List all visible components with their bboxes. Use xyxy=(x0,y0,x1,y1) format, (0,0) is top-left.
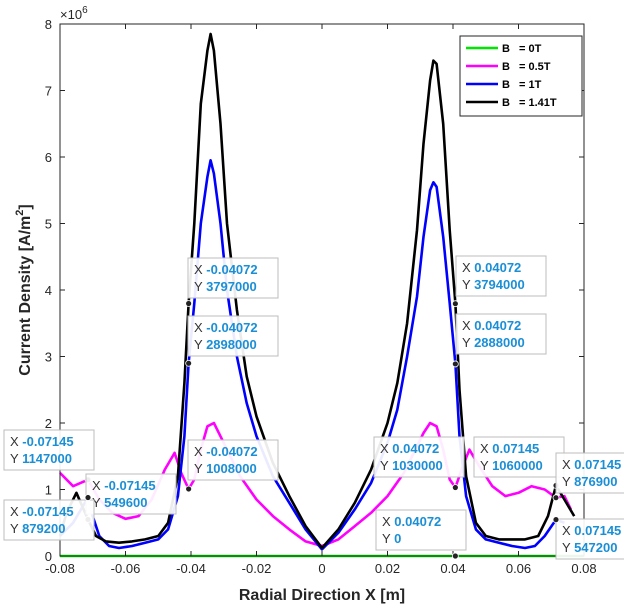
datatip-marker xyxy=(185,485,193,493)
legend-entry: B = 1.41T xyxy=(502,97,557,109)
datatip-y: Y 547200 xyxy=(562,540,617,555)
datatip: X 0.04072 Y 1030000 xyxy=(373,436,465,491)
datatip-box xyxy=(187,439,279,481)
datatip: X -0.04072 Y 1008000 xyxy=(185,439,279,493)
datatip: X 0.04072 Y 3794000 xyxy=(451,255,547,308)
x-tick-label: -0.08 xyxy=(45,561,75,576)
datatip-box xyxy=(375,509,467,551)
datatip-y: Y 3797000 xyxy=(194,279,257,294)
datatip-y: Y 1030000 xyxy=(380,458,443,473)
datatip-x: X 0.04072 xyxy=(380,441,439,456)
y-tick-label: 6 xyxy=(45,150,52,165)
datatip-marker xyxy=(185,359,193,367)
legend-entry: B = 1T xyxy=(502,79,542,91)
datatip-y: Y 876900 xyxy=(562,474,617,489)
datatip-box xyxy=(373,436,465,478)
datatip: X -0.07145 Y 549600 xyxy=(84,473,177,523)
datatip: X -0.04072 Y 3797000 xyxy=(185,257,279,307)
datatip-y: Y 879200 xyxy=(10,521,65,536)
datatip-y: Y 2888000 xyxy=(462,335,525,350)
datatip-box xyxy=(455,255,547,297)
x-tick-label: 0 xyxy=(318,561,325,576)
datatip-x: X 0.04072 xyxy=(382,514,441,529)
y-tick-label: 3 xyxy=(45,350,52,365)
y-tick-label: 2 xyxy=(45,416,52,431)
datatip-box xyxy=(455,313,547,355)
datatip-y: Y 1008000 xyxy=(194,461,257,476)
datatip-box xyxy=(187,315,279,357)
datatip-box xyxy=(555,452,624,494)
y-tick-label: 1 xyxy=(45,483,52,498)
datatip-y: Y 1147000 xyxy=(10,451,72,466)
y-tick-label: 4 xyxy=(45,283,52,298)
x-tick-label: 0.04 xyxy=(440,561,465,576)
datatip-x: X -0.07145 xyxy=(92,478,156,493)
datatip-x: X 0.04072 xyxy=(462,260,521,275)
y-tick-label: 5 xyxy=(45,217,52,232)
datatip-marker xyxy=(552,494,560,502)
datatip-y: Y 549600 xyxy=(92,495,147,510)
series-line-2 xyxy=(59,159,565,551)
legend: B = 0T B = 0.5T B = 1T B = 1.41T xyxy=(459,35,583,117)
datatip-x: X 0.07145 xyxy=(480,441,539,456)
x-tick-label: 0.02 xyxy=(375,561,400,576)
y-tick-label: 0 xyxy=(45,549,52,564)
y-tick-label: 8 xyxy=(45,17,52,32)
datatip-marker xyxy=(552,516,560,524)
datatip-box xyxy=(3,499,95,541)
datatip-y: Y 2898000 xyxy=(194,337,257,352)
x-tick-label: -0.06 xyxy=(111,561,141,576)
datatip-y: Y 3794000 xyxy=(462,277,525,292)
x-axis-label: Radial Direction X [m] xyxy=(239,587,405,604)
x-tick-label: -0.04 xyxy=(176,561,206,576)
datatip-box xyxy=(3,429,95,471)
datatip: X -0.07145 Y 1147000 xyxy=(3,429,95,484)
datatip-x: X -0.07145 xyxy=(10,504,74,519)
series-line-3 xyxy=(58,32,576,550)
datatip-x: X 0.04072 xyxy=(462,318,521,333)
datatip-box xyxy=(85,473,177,515)
datatip-marker xyxy=(451,300,459,308)
datatip: X 0.07145 Y 1060000 xyxy=(473,436,565,489)
datatip-marker xyxy=(84,494,92,501)
datatip-marker xyxy=(451,484,459,491)
datatip-y: Y 0 xyxy=(382,531,401,546)
legend-entry: B = 0.5T xyxy=(502,61,551,73)
datatip-marker xyxy=(451,552,459,560)
datatip: X -0.07145 Y 879200 xyxy=(3,494,95,541)
datatip-marker xyxy=(185,300,193,307)
x-tick-label: 0.08 xyxy=(571,561,596,576)
legend-entry: B = 0T xyxy=(502,43,542,55)
datatip: X 0.07145 Y 547200 xyxy=(552,516,624,560)
datatip-x: X -0.04072 xyxy=(194,262,258,277)
y-axis-label: Current Density [A/m2] xyxy=(14,204,34,375)
datatip-x: X -0.07145 xyxy=(10,434,74,449)
datatip-box xyxy=(187,257,279,299)
datatip-marker xyxy=(451,360,459,368)
y-tick-label: 7 xyxy=(45,84,52,99)
datatip-box xyxy=(473,436,565,478)
datatip-x: X 0.07145 xyxy=(562,523,621,538)
y-multiplier: ×106 xyxy=(60,5,88,22)
datatip-y: Y 1060000 xyxy=(480,458,543,473)
datatip-x: X -0.04072 xyxy=(194,320,258,335)
datatip-x: X 0.07145 xyxy=(562,457,621,472)
datatip: X 0.04072 Y 0 xyxy=(375,509,467,560)
tick-layer: -0.08 -0.06 -0.04 -0.02 0 0.02 0.04 0.06 0.08 0 1 2… xyxy=(45,17,597,576)
x-tick-label: 0.06 xyxy=(506,561,531,576)
datatip: X 0.07145 Y 876900 xyxy=(552,452,624,502)
datatip-x: X -0.04072 xyxy=(194,444,258,459)
datatip: X 0.04072 Y 2888000 xyxy=(451,313,547,368)
datatip-box xyxy=(555,518,624,560)
datatip: X -0.04072 Y 2898000 xyxy=(185,315,279,367)
x-tick-label: -0.02 xyxy=(242,561,272,576)
